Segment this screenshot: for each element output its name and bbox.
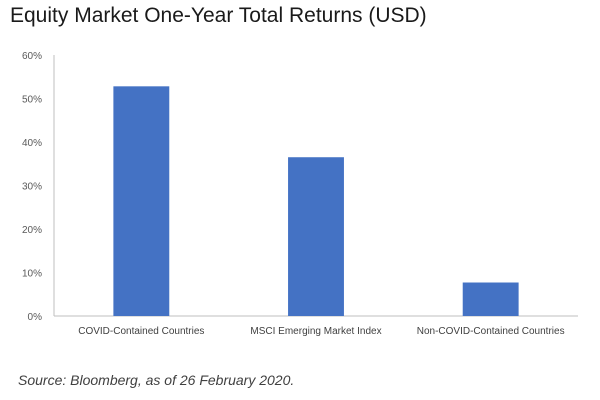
x-tick-label: Non-COVID-Contained Countries	[417, 326, 565, 337]
y-tick-label: 20%	[22, 225, 42, 236]
bar-chart: 0% 10% 20% 30% 40% 50% 60% COVID-Contained Coun…	[22, 51, 578, 337]
y-tick-label: 50%	[22, 95, 42, 106]
x-tick-label: MSCI Emerging Market Index	[250, 326, 381, 337]
y-tick-label: 10%	[22, 269, 42, 280]
y-tick-label: 30%	[22, 182, 42, 193]
y-tick-label: 0%	[28, 312, 43, 323]
y-tick-label: 40%	[22, 138, 42, 149]
source-note: Source: Bloomberg, as of 26 February 202…	[18, 372, 295, 388]
x-tick-label: COVID-Contained Countries	[78, 326, 204, 337]
bar	[113, 86, 170, 316]
bar	[288, 157, 344, 316]
y-tick-label: 60%	[22, 51, 42, 62]
bar	[462, 282, 519, 316]
chart-title: Equity Market One-Year Total Returns (US…	[10, 4, 427, 27]
